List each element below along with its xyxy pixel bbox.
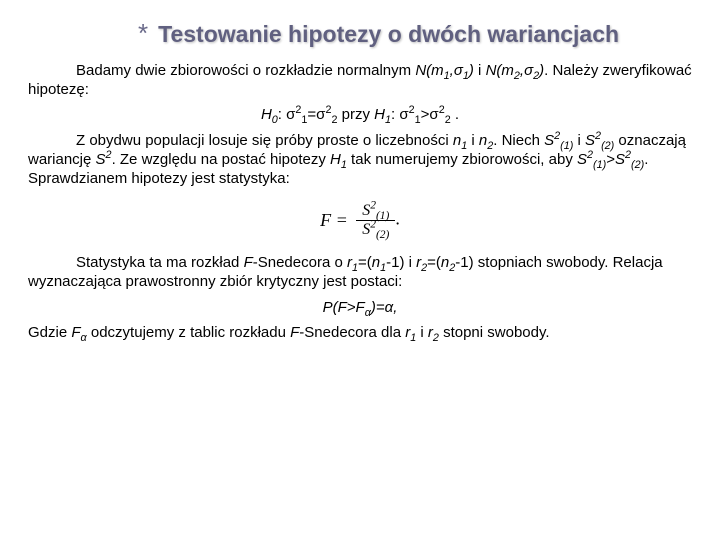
p3-n2: n [441, 254, 449, 271]
eq2: =( [427, 254, 441, 271]
den-S: S [362, 221, 370, 238]
paragraph-4: Gdzie Fα odczytujemy z tablic rozkładu F… [28, 323, 692, 342]
S2b: S [615, 151, 625, 168]
F-lhs: F [320, 210, 331, 230]
p2-c: . Niech [493, 132, 544, 149]
Ssq: S [96, 151, 106, 168]
p2-f: . Ze względu na postać hipotezy [112, 151, 330, 168]
p4-a: Gdzie [28, 324, 71, 341]
p4-c: -Snedecora dla [299, 324, 405, 341]
page-title: Testowanie hipotezy o dwóch wariancjach [158, 21, 619, 48]
H1-colon: : σ [391, 106, 409, 123]
N2: N(m [486, 62, 514, 79]
H1b: H [330, 151, 341, 168]
formula-dot: . [395, 209, 400, 229]
H1: H [374, 106, 385, 123]
title-asterisk: * [138, 18, 148, 49]
p1-text-a: Badamy dwie zbiorowości o rozkładzie nor… [76, 62, 415, 79]
p4-b: odczytujemy z tablic rozkładu [87, 324, 290, 341]
p4-e: stopni swobody. [439, 324, 550, 341]
N1: N(m [415, 62, 443, 79]
p2-d: i [573, 132, 585, 149]
p1-text-b: i [474, 62, 486, 79]
n1-lab: n [453, 132, 461, 149]
p4-d: i [416, 324, 428, 341]
przy: przy [337, 106, 374, 123]
p2-a: Z obydwu populacji losuje się próby pros… [76, 132, 453, 149]
p3-F: F [244, 254, 253, 271]
title-row: * Testowanie hipotezy o dwóch wariancjac… [138, 18, 692, 49]
p3-a: Statystyka ta ma rozkład [76, 254, 244, 271]
m1: -1) [386, 254, 404, 271]
paragraph-2: Z obydwu populacji losuje się próby pros… [28, 131, 692, 189]
paragraph-3: Statystyka ta ma rozkład F-Snedecora o r… [28, 253, 692, 291]
S1b-par: (1) [593, 159, 606, 171]
S2-par: (2) [601, 140, 614, 152]
S2: S [585, 132, 595, 149]
S1: S [544, 132, 554, 149]
S1b: S [577, 151, 587, 168]
gt: > [606, 151, 615, 168]
F-eq: = [331, 210, 348, 230]
hypothesis-line: H0: σ21=σ22 przy H1: σ21>σ22 . [28, 105, 692, 124]
p3-b: -Snedecora o [253, 254, 347, 271]
pf-close: )=α, [371, 299, 397, 316]
p2-b: i [467, 132, 479, 149]
pf-P: P(F>F [323, 299, 365, 316]
H0-colon: : σ [278, 106, 296, 123]
p3-n1: n [372, 254, 380, 271]
prob-line: P(F>Fα)=α, [28, 298, 692, 317]
den-par: (2) [376, 229, 389, 241]
eq-sig: =σ [307, 106, 325, 123]
N2-sig: ,σ [520, 62, 533, 79]
n2-lab: n [479, 132, 487, 149]
H0: H [261, 106, 272, 123]
gt-sig: >σ [421, 106, 439, 123]
hyp-dot: . [451, 106, 459, 123]
num-S: S [362, 202, 370, 219]
paragraph-1: Badamy dwie zbiorowości o rozkładzie nor… [28, 61, 692, 99]
m2: -1) [455, 254, 473, 271]
N1-sig: ,σ [450, 62, 463, 79]
S1-par: (1) [560, 140, 573, 152]
p4-F: F [71, 324, 80, 341]
p4-Fsn: F [290, 324, 299, 341]
p3-and: i [404, 254, 416, 271]
eq1: =( [358, 254, 372, 271]
formula-F: F = S2(1) S2(2) . [28, 202, 692, 239]
S2b-par: (2) [631, 159, 644, 171]
p2-g: tak numerujemy zbiorowości, aby [347, 151, 577, 168]
